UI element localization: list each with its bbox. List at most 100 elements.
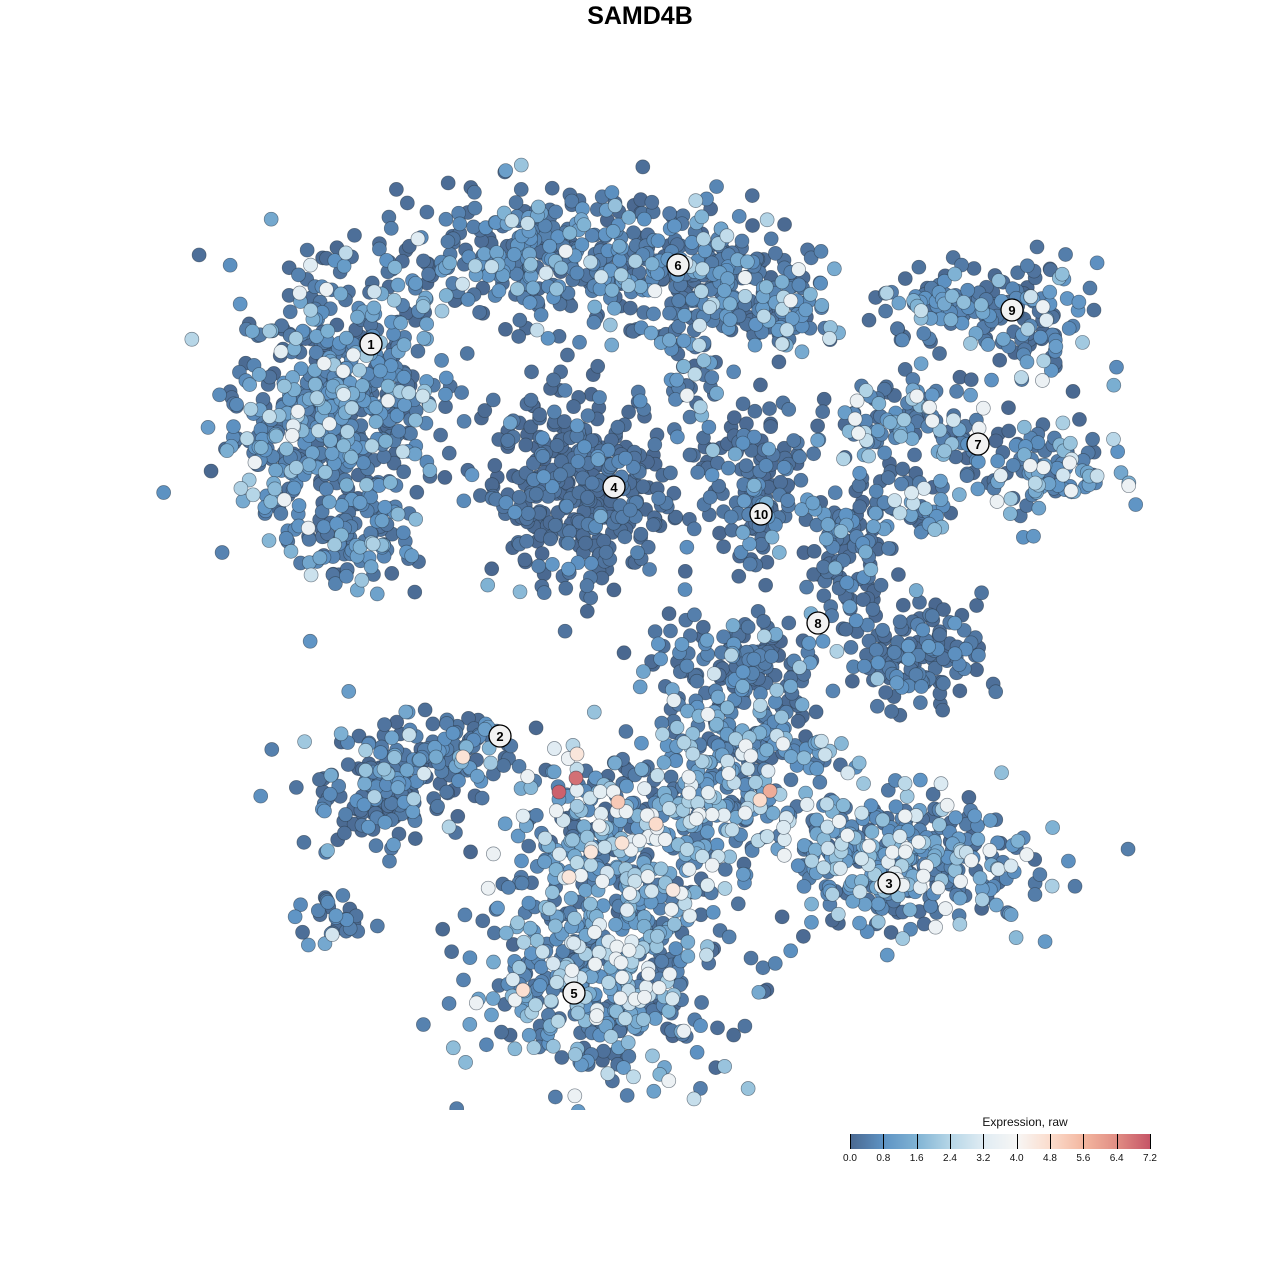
data-point (560, 347, 575, 363)
data-point (912, 772, 928, 788)
data-point (282, 304, 298, 320)
data-point (716, 629, 731, 645)
data-point (593, 509, 609, 524)
data-point (1030, 435, 1046, 450)
data-point (438, 288, 454, 303)
data-point (531, 199, 546, 215)
data-point (463, 844, 478, 860)
colorbar-tick (950, 1134, 951, 1149)
data-point (719, 228, 735, 244)
data-point (583, 857, 599, 873)
data-point (852, 915, 867, 931)
data-point (558, 243, 574, 259)
cluster-label-badge (602, 475, 626, 499)
data-point (405, 804, 421, 820)
data-point (407, 584, 423, 600)
data-point (316, 519, 332, 535)
data-point (858, 544, 873, 560)
data-point (735, 866, 751, 882)
data-point (900, 638, 916, 654)
data-point (564, 193, 580, 209)
data-point (810, 418, 825, 434)
data-point (591, 818, 607, 834)
data-point (487, 458, 503, 473)
data-point (671, 293, 687, 308)
data-point (577, 439, 592, 455)
data-point (568, 770, 584, 786)
data-point (551, 784, 567, 800)
data-point (338, 568, 354, 584)
data-point (569, 782, 585, 798)
data-point (263, 211, 279, 227)
data-point (376, 761, 392, 777)
data-point (545, 956, 561, 971)
data-point (892, 614, 908, 630)
data-point (897, 808, 913, 824)
data-point (401, 385, 417, 401)
data-point (417, 702, 433, 718)
data-point (695, 619, 711, 635)
cluster-label: 6 (666, 253, 690, 277)
data-point (984, 372, 999, 388)
cluster-label-text: 4 (610, 480, 618, 495)
data-point (404, 548, 420, 564)
data-point (542, 238, 558, 254)
data-point (1061, 321, 1077, 336)
data-point (1036, 353, 1052, 369)
data-point (1065, 384, 1081, 399)
data-point (982, 843, 998, 858)
data-point (1029, 239, 1045, 255)
data-point (806, 543, 822, 559)
data-point (547, 918, 563, 934)
data-point (924, 608, 940, 624)
data-point (726, 364, 742, 380)
data-point (387, 750, 402, 765)
data-point (537, 830, 553, 846)
data-point (540, 330, 556, 346)
data-point (915, 622, 931, 638)
data-point (1089, 468, 1105, 484)
colorbar-tick (883, 1134, 885, 1149)
data-point (553, 260, 569, 276)
data-point (882, 415, 898, 430)
data-point (490, 900, 505, 916)
data-point (318, 481, 334, 497)
data-point (476, 246, 492, 262)
data-point (377, 499, 393, 515)
data-point (833, 524, 849, 539)
data-point (346, 347, 361, 363)
data-point (522, 295, 538, 310)
cluster-label-text: 10 (754, 507, 768, 522)
data-point (296, 834, 312, 850)
data-point (268, 462, 283, 478)
data-point (377, 717, 392, 732)
data-point (288, 460, 304, 475)
data-point (278, 531, 294, 546)
data-point (808, 704, 824, 720)
data-point (283, 544, 299, 559)
data-point (383, 475, 398, 490)
data-point (949, 384, 964, 399)
data-point (668, 941, 684, 956)
data-point (693, 1081, 708, 1096)
data-point (830, 906, 846, 922)
data-point (399, 762, 415, 778)
data-point (244, 323, 260, 339)
data-point (781, 402, 797, 417)
data-point (969, 598, 984, 613)
data-point (548, 1089, 563, 1105)
data-point (891, 567, 906, 582)
data-point (253, 788, 269, 804)
data-point (412, 752, 427, 768)
data-point (1027, 475, 1043, 491)
data-point (825, 886, 840, 902)
data-point (579, 603, 595, 619)
data-point (261, 533, 277, 548)
data-point (433, 427, 448, 443)
data-point (437, 470, 453, 485)
data-point (614, 835, 630, 851)
data-point (759, 742, 775, 758)
data-point (650, 233, 666, 249)
data-point (640, 869, 656, 884)
data-point (1003, 907, 1019, 922)
